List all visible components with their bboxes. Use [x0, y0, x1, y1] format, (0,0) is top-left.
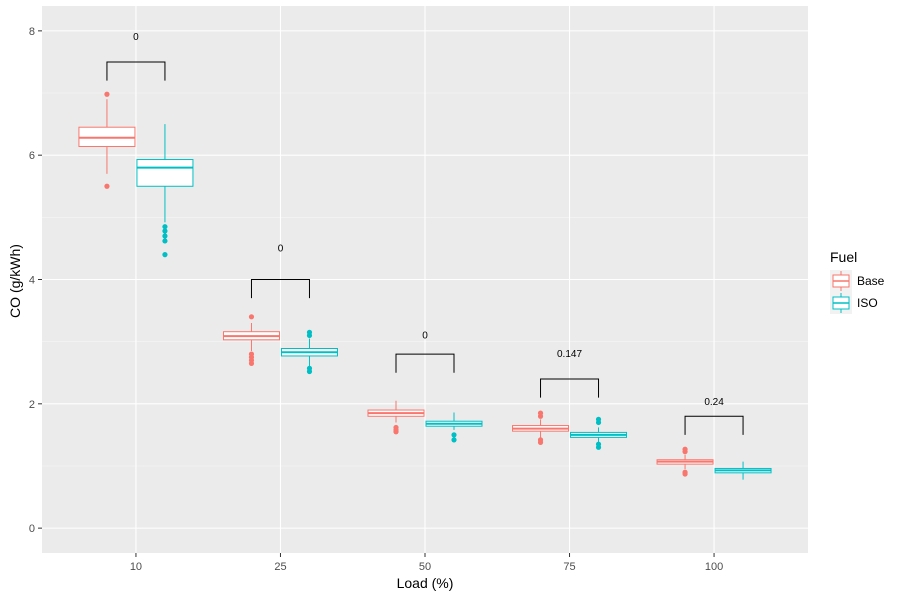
- outlier-point: [451, 437, 457, 443]
- x-axis-title: Load (%): [397, 575, 454, 591]
- box-base-50: [367, 400, 425, 435]
- outlier-point: [104, 183, 110, 189]
- annotation-50: 0: [395, 331, 455, 373]
- outlier-point: [162, 224, 168, 230]
- box-base-75: [512, 410, 570, 445]
- outlier-point: [104, 91, 110, 97]
- annotation-label: 0.24: [704, 397, 724, 408]
- box-iso-100: [714, 461, 772, 480]
- annotation-bracket: [395, 353, 455, 373]
- outlier-point: [248, 351, 255, 357]
- annotation-10: 0: [106, 32, 166, 81]
- box-base-10: [78, 91, 136, 189]
- box-body: [136, 159, 194, 187]
- outlier-point: [595, 416, 602, 422]
- outlier-point: [162, 252, 168, 258]
- annotation-label: 0: [133, 32, 139, 43]
- annotation-bracket: [106, 61, 166, 81]
- y-tick-label: 4: [29, 275, 35, 287]
- x-tick-label: 10: [130, 561, 142, 573]
- outlier-point: [306, 329, 313, 335]
- axes: 0 2 4 6 8 10 25 50 75 100: [29, 26, 723, 573]
- annotation-25: 0: [250, 244, 310, 299]
- annotation-label: 0: [278, 244, 284, 255]
- y-tick-label: 0: [29, 523, 35, 535]
- legend-item-base: Base: [830, 270, 885, 292]
- y-tick-label: 6: [29, 150, 35, 162]
- outlier-point: [451, 432, 457, 438]
- annotation-100: 0.24: [684, 397, 744, 435]
- x-tick-label: 25: [274, 561, 286, 573]
- outlier-point: [682, 446, 688, 452]
- box-iso-75: [570, 416, 628, 450]
- outlier-point: [306, 365, 313, 371]
- y-tick-label: 2: [29, 399, 35, 411]
- box-base-25: [222, 314, 280, 367]
- legend-item-iso: ISO: [830, 292, 878, 314]
- annotation-bracket: [684, 415, 744, 435]
- outlier-point: [393, 424, 399, 431]
- legend: Fuel Base ISO: [830, 249, 885, 314]
- x-tick-label: 75: [563, 561, 575, 573]
- annotation-label: 0: [422, 331, 428, 342]
- y-tick-label: 8: [29, 26, 35, 38]
- series-iso: [136, 124, 772, 480]
- significance-annotations: 0 0 0 0.147 0.24: [106, 32, 744, 435]
- outlier-point: [595, 441, 602, 447]
- outlier-point: [162, 238, 168, 244]
- y-axis-title: CO (g/kWh): [7, 244, 23, 318]
- outlier-point: [682, 469, 688, 475]
- x-tick-label: 100: [705, 561, 723, 573]
- legend-title: Fuel: [830, 249, 857, 265]
- outlier-point: [162, 233, 168, 239]
- annotation-75: 0.147: [540, 349, 600, 398]
- box-series: [78, 91, 772, 480]
- box-iso-50: [425, 412, 483, 443]
- box-base-100: [656, 446, 714, 477]
- series-base: [78, 91, 714, 477]
- outlier-point: [248, 314, 255, 320]
- x-tick-label: 50: [419, 561, 431, 573]
- legend-label: Base: [857, 274, 885, 288]
- outlier-point: [537, 410, 544, 416]
- annotation-bracket: [250, 279, 310, 299]
- annotation-bracket: [540, 378, 600, 398]
- outlier-point: [162, 228, 168, 234]
- box-iso-25: [280, 329, 338, 375]
- annotation-label: 0.147: [557, 349, 582, 360]
- box-iso-10: [136, 124, 194, 258]
- legend-label: ISO: [857, 296, 878, 310]
- outlier-point: [537, 437, 544, 443]
